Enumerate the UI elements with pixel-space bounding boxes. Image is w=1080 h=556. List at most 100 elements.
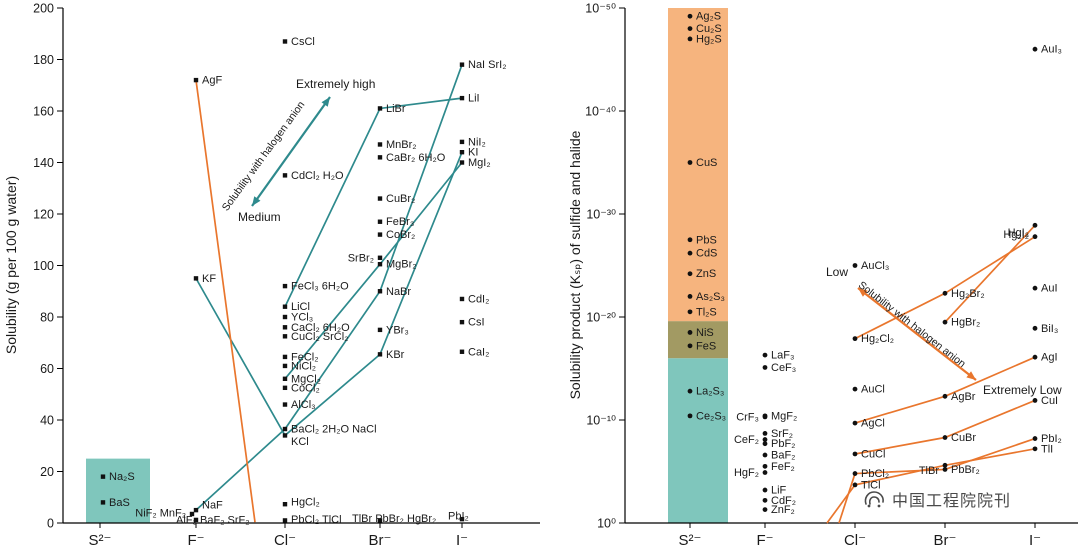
region-box bbox=[668, 8, 728, 322]
data-point-label: FeCl₃ 6H₂O bbox=[291, 281, 349, 293]
data-point-label: KBr bbox=[386, 349, 405, 361]
data-point bbox=[282, 363, 288, 369]
data-point-label: NiS bbox=[696, 327, 714, 339]
y-tick-label: 20 bbox=[40, 465, 54, 479]
x-tick-label: F⁻ bbox=[187, 532, 204, 549]
y-tick-label: 160 bbox=[33, 105, 54, 119]
data-point bbox=[687, 160, 693, 165]
data-point bbox=[377, 142, 383, 147]
y-tick-label: 10⁻⁵⁰ bbox=[585, 2, 616, 16]
data-point bbox=[377, 327, 383, 333]
data-point bbox=[282, 334, 288, 339]
annotation: Extremely Low bbox=[983, 383, 1062, 397]
data-point bbox=[762, 507, 768, 513]
data-point-label: CdCl₂ H₂O bbox=[291, 170, 344, 182]
data-point-label: BaF₂ bbox=[771, 450, 795, 462]
series-line bbox=[195, 64, 463, 511]
data-point bbox=[459, 160, 465, 165]
x-tick-label: F⁻ bbox=[756, 532, 773, 549]
data-point bbox=[687, 343, 693, 349]
data-point bbox=[282, 39, 288, 44]
data-point bbox=[687, 413, 693, 419]
data-point-label: Hg₂I₂ bbox=[1003, 229, 1029, 241]
data-point-label: LaF₃ bbox=[771, 350, 794, 362]
y-tick-label: 200 bbox=[33, 2, 54, 16]
data-point bbox=[282, 304, 288, 309]
data-point-label: Hg₂Br₂ bbox=[951, 288, 985, 300]
data-point-label: MgCl₂ bbox=[291, 373, 321, 385]
data-point-label: FeBr₃ bbox=[386, 216, 414, 228]
data-point-label: HgCl₂ bbox=[291, 497, 320, 509]
data-point bbox=[687, 13, 693, 19]
data-point bbox=[852, 336, 858, 342]
data-point bbox=[282, 325, 288, 330]
y-tick-label: 60 bbox=[40, 362, 54, 376]
series-line bbox=[195, 79, 256, 523]
data-point bbox=[377, 232, 383, 237]
data-point-label: CuBr bbox=[951, 432, 976, 444]
data-point-label: FeS bbox=[696, 340, 716, 352]
data-point-label: AgBr bbox=[951, 391, 976, 403]
data-point bbox=[687, 388, 693, 394]
data-point bbox=[1032, 325, 1038, 331]
data-point-label: Hg₂Cl₂ bbox=[861, 333, 894, 345]
data-point-label: AuI bbox=[1041, 283, 1058, 295]
data-point bbox=[459, 95, 465, 101]
data-point bbox=[193, 507, 199, 513]
data-point-label: TlI bbox=[1041, 443, 1053, 455]
data-point-label: CdI₂ bbox=[468, 293, 489, 305]
data-point-label: AgI bbox=[1041, 352, 1058, 364]
annotation: Extremely high bbox=[296, 77, 375, 91]
y-tick-label: 40 bbox=[40, 414, 54, 428]
data-point-label: Tl₂S bbox=[696, 306, 717, 318]
x-tick-label: Cl⁻ bbox=[844, 532, 866, 549]
data-point-label: LiBr bbox=[386, 103, 406, 115]
data-point bbox=[459, 296, 465, 302]
data-point bbox=[687, 26, 693, 31]
data-point-label: Hg₂S bbox=[696, 33, 722, 45]
data-point-label: LiI bbox=[468, 93, 480, 105]
data-point-label: AuI₃ bbox=[1041, 44, 1062, 56]
data-point bbox=[193, 517, 199, 523]
data-point-label: CaCl₂ 6H₂O bbox=[291, 322, 350, 334]
data-point-label: CaBr₂ 6H₂O bbox=[386, 152, 446, 164]
data-point-label: NaI SrI₂ bbox=[468, 59, 507, 71]
data-point bbox=[852, 471, 858, 476]
data-point bbox=[1032, 46, 1038, 52]
data-point-label: HgBr₂ bbox=[951, 317, 980, 329]
data-point bbox=[687, 309, 693, 315]
data-point bbox=[942, 290, 948, 296]
data-point bbox=[377, 518, 383, 523]
data-point-label: CeF₂ bbox=[734, 434, 759, 446]
data-point bbox=[762, 430, 768, 436]
data-point-label: AgCl bbox=[861, 418, 885, 430]
series-line bbox=[944, 224, 1036, 323]
data-point bbox=[687, 237, 693, 243]
data-point bbox=[1032, 234, 1038, 240]
trend-arrow bbox=[857, 287, 977, 381]
data-point-label: CuCl₂ SrCl₂ bbox=[291, 331, 348, 343]
data-point bbox=[459, 150, 465, 155]
data-point bbox=[942, 319, 948, 325]
y-tick-label: 140 bbox=[33, 156, 54, 170]
data-point bbox=[282, 376, 288, 381]
annotation: Medium bbox=[238, 210, 281, 224]
data-point bbox=[377, 219, 383, 224]
data-point-label: TlBr PbBr₂ HgBr₂ bbox=[352, 513, 436, 525]
data-point bbox=[1032, 446, 1038, 452]
data-point-label: PbI₂ bbox=[448, 511, 469, 523]
data-point-label: MgF₂ bbox=[771, 410, 797, 422]
data-point-label: NaBr bbox=[386, 286, 411, 298]
data-point-label: CrF₃ bbox=[736, 411, 759, 423]
data-point bbox=[282, 283, 288, 289]
data-point bbox=[852, 420, 858, 426]
region-box bbox=[668, 358, 728, 523]
data-point-label: ZnS bbox=[696, 268, 716, 280]
data-point-label: CdS bbox=[696, 248, 717, 260]
data-point bbox=[852, 482, 858, 488]
data-point-label: La₂S₃ bbox=[696, 386, 724, 398]
data-point bbox=[762, 487, 768, 493]
data-point-label: AuCl bbox=[861, 384, 885, 396]
data-point-label: PbI₂ bbox=[1041, 433, 1062, 445]
data-point-label: Na₂S bbox=[109, 471, 135, 483]
